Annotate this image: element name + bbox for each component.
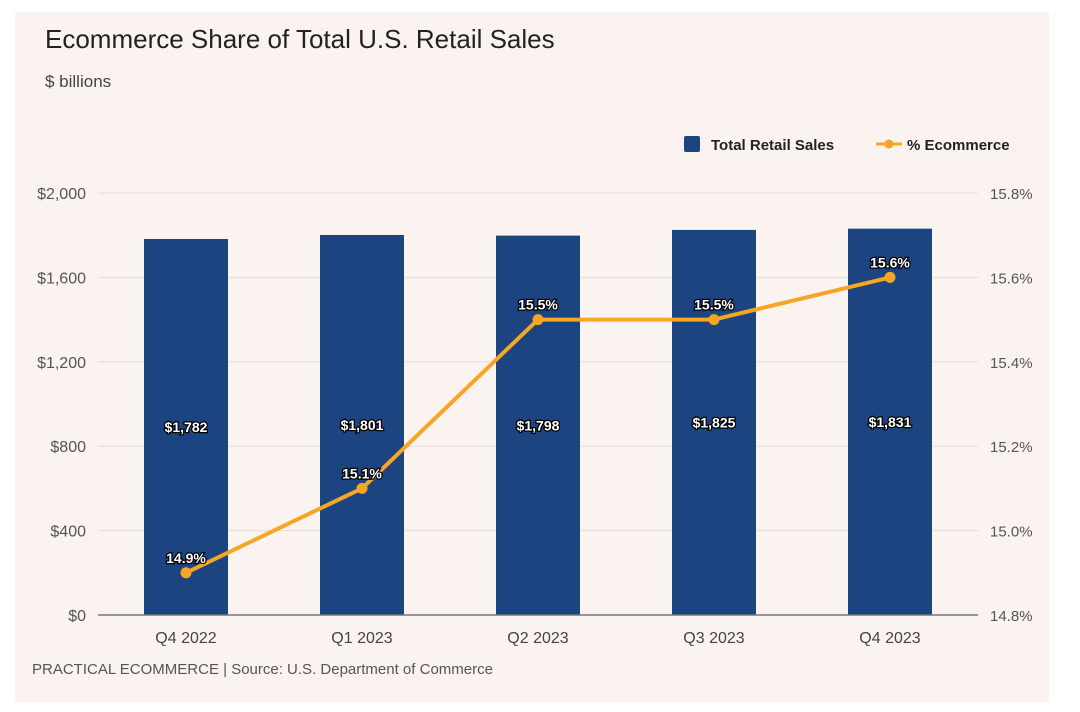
legend: Total Retail Sales % Ecommerce <box>684 136 1010 154</box>
line-point <box>708 314 720 326</box>
bar-value-label: $1,831 <box>869 414 912 430</box>
line-point <box>356 482 368 494</box>
y-right-tick-label: 15.6% <box>990 270 1033 287</box>
line-point-label: 15.1% <box>342 465 382 481</box>
bar <box>496 235 580 615</box>
bar-value-label: $1,782 <box>165 419 208 435</box>
x-tick-label: Q1 2023 <box>331 630 392 647</box>
y-axis-right: 14.8% 15.0% 15.2% 15.4% 15.6% 15.8% <box>990 186 1033 625</box>
line-point <box>532 314 544 326</box>
y-left-tick-label: $0 <box>68 608 86 625</box>
y-right-tick-label: 15.0% <box>990 524 1033 541</box>
bar-labels: $1,782 $1,801 $1,798 $1,825 $1,831 <box>163 413 913 437</box>
bar <box>672 229 756 616</box>
chart-title: Ecommerce Share of Total U.S. Retail Sal… <box>45 24 555 54</box>
x-tick-label: Q3 2023 <box>683 630 744 647</box>
bar-value-label: $1,825 <box>693 414 736 430</box>
legend-bar-label: Total Retail Sales <box>711 137 834 154</box>
y-left-tick-label: $2,000 <box>37 186 86 203</box>
x-tick-label: Q2 2023 <box>507 630 568 647</box>
y-right-tick-label: 15.2% <box>990 439 1033 456</box>
line-point-label: 15.6% <box>870 254 910 270</box>
bar <box>848 228 932 615</box>
bar-series <box>144 228 932 616</box>
y-axis-left: $0 $400 $800 $1,200 $1,600 $2,000 <box>37 186 86 625</box>
y-left-tick-label: $800 <box>50 439 86 456</box>
bar <box>144 238 228 616</box>
y-right-tick-label: 15.4% <box>990 355 1033 372</box>
y-right-tick-label: 14.8% <box>990 608 1033 625</box>
x-tick-label: Q4 2022 <box>155 630 216 647</box>
bar-value-label: $1,798 <box>517 417 560 433</box>
x-axis: Q4 2022 Q1 2023 Q2 2023 Q3 2023 Q4 2023 <box>98 614 978 647</box>
line-point-label: 15.5% <box>694 297 734 313</box>
x-tick-label: Q4 2023 <box>859 630 920 647</box>
y-left-tick-label: $400 <box>50 524 86 541</box>
line-point-labels: 14.9% 15.1% 15.5% 15.5% 15.6% <box>165 253 912 567</box>
bar-value-label: $1,801 <box>341 417 384 433</box>
y-left-tick-label: $1,600 <box>37 270 86 287</box>
bar <box>320 234 404 615</box>
line-point <box>884 271 896 283</box>
line-series <box>180 271 896 579</box>
y-left-tick-label: $1,200 <box>37 355 86 372</box>
legend-line-label: % Ecommerce <box>907 137 1010 154</box>
line-point-label: 15.5% <box>518 297 558 313</box>
line-point-label: 14.9% <box>166 550 206 566</box>
y-right-tick-label: 15.8% <box>990 186 1033 203</box>
line-point <box>180 567 192 579</box>
legend-line-marker <box>884 139 894 149</box>
legend-bar-swatch <box>684 136 700 152</box>
chart-subtitle: $ billions <box>45 72 112 91</box>
chart-source: PRACTICAL ECOMMERCE | Source: U.S. Depar… <box>32 661 493 678</box>
